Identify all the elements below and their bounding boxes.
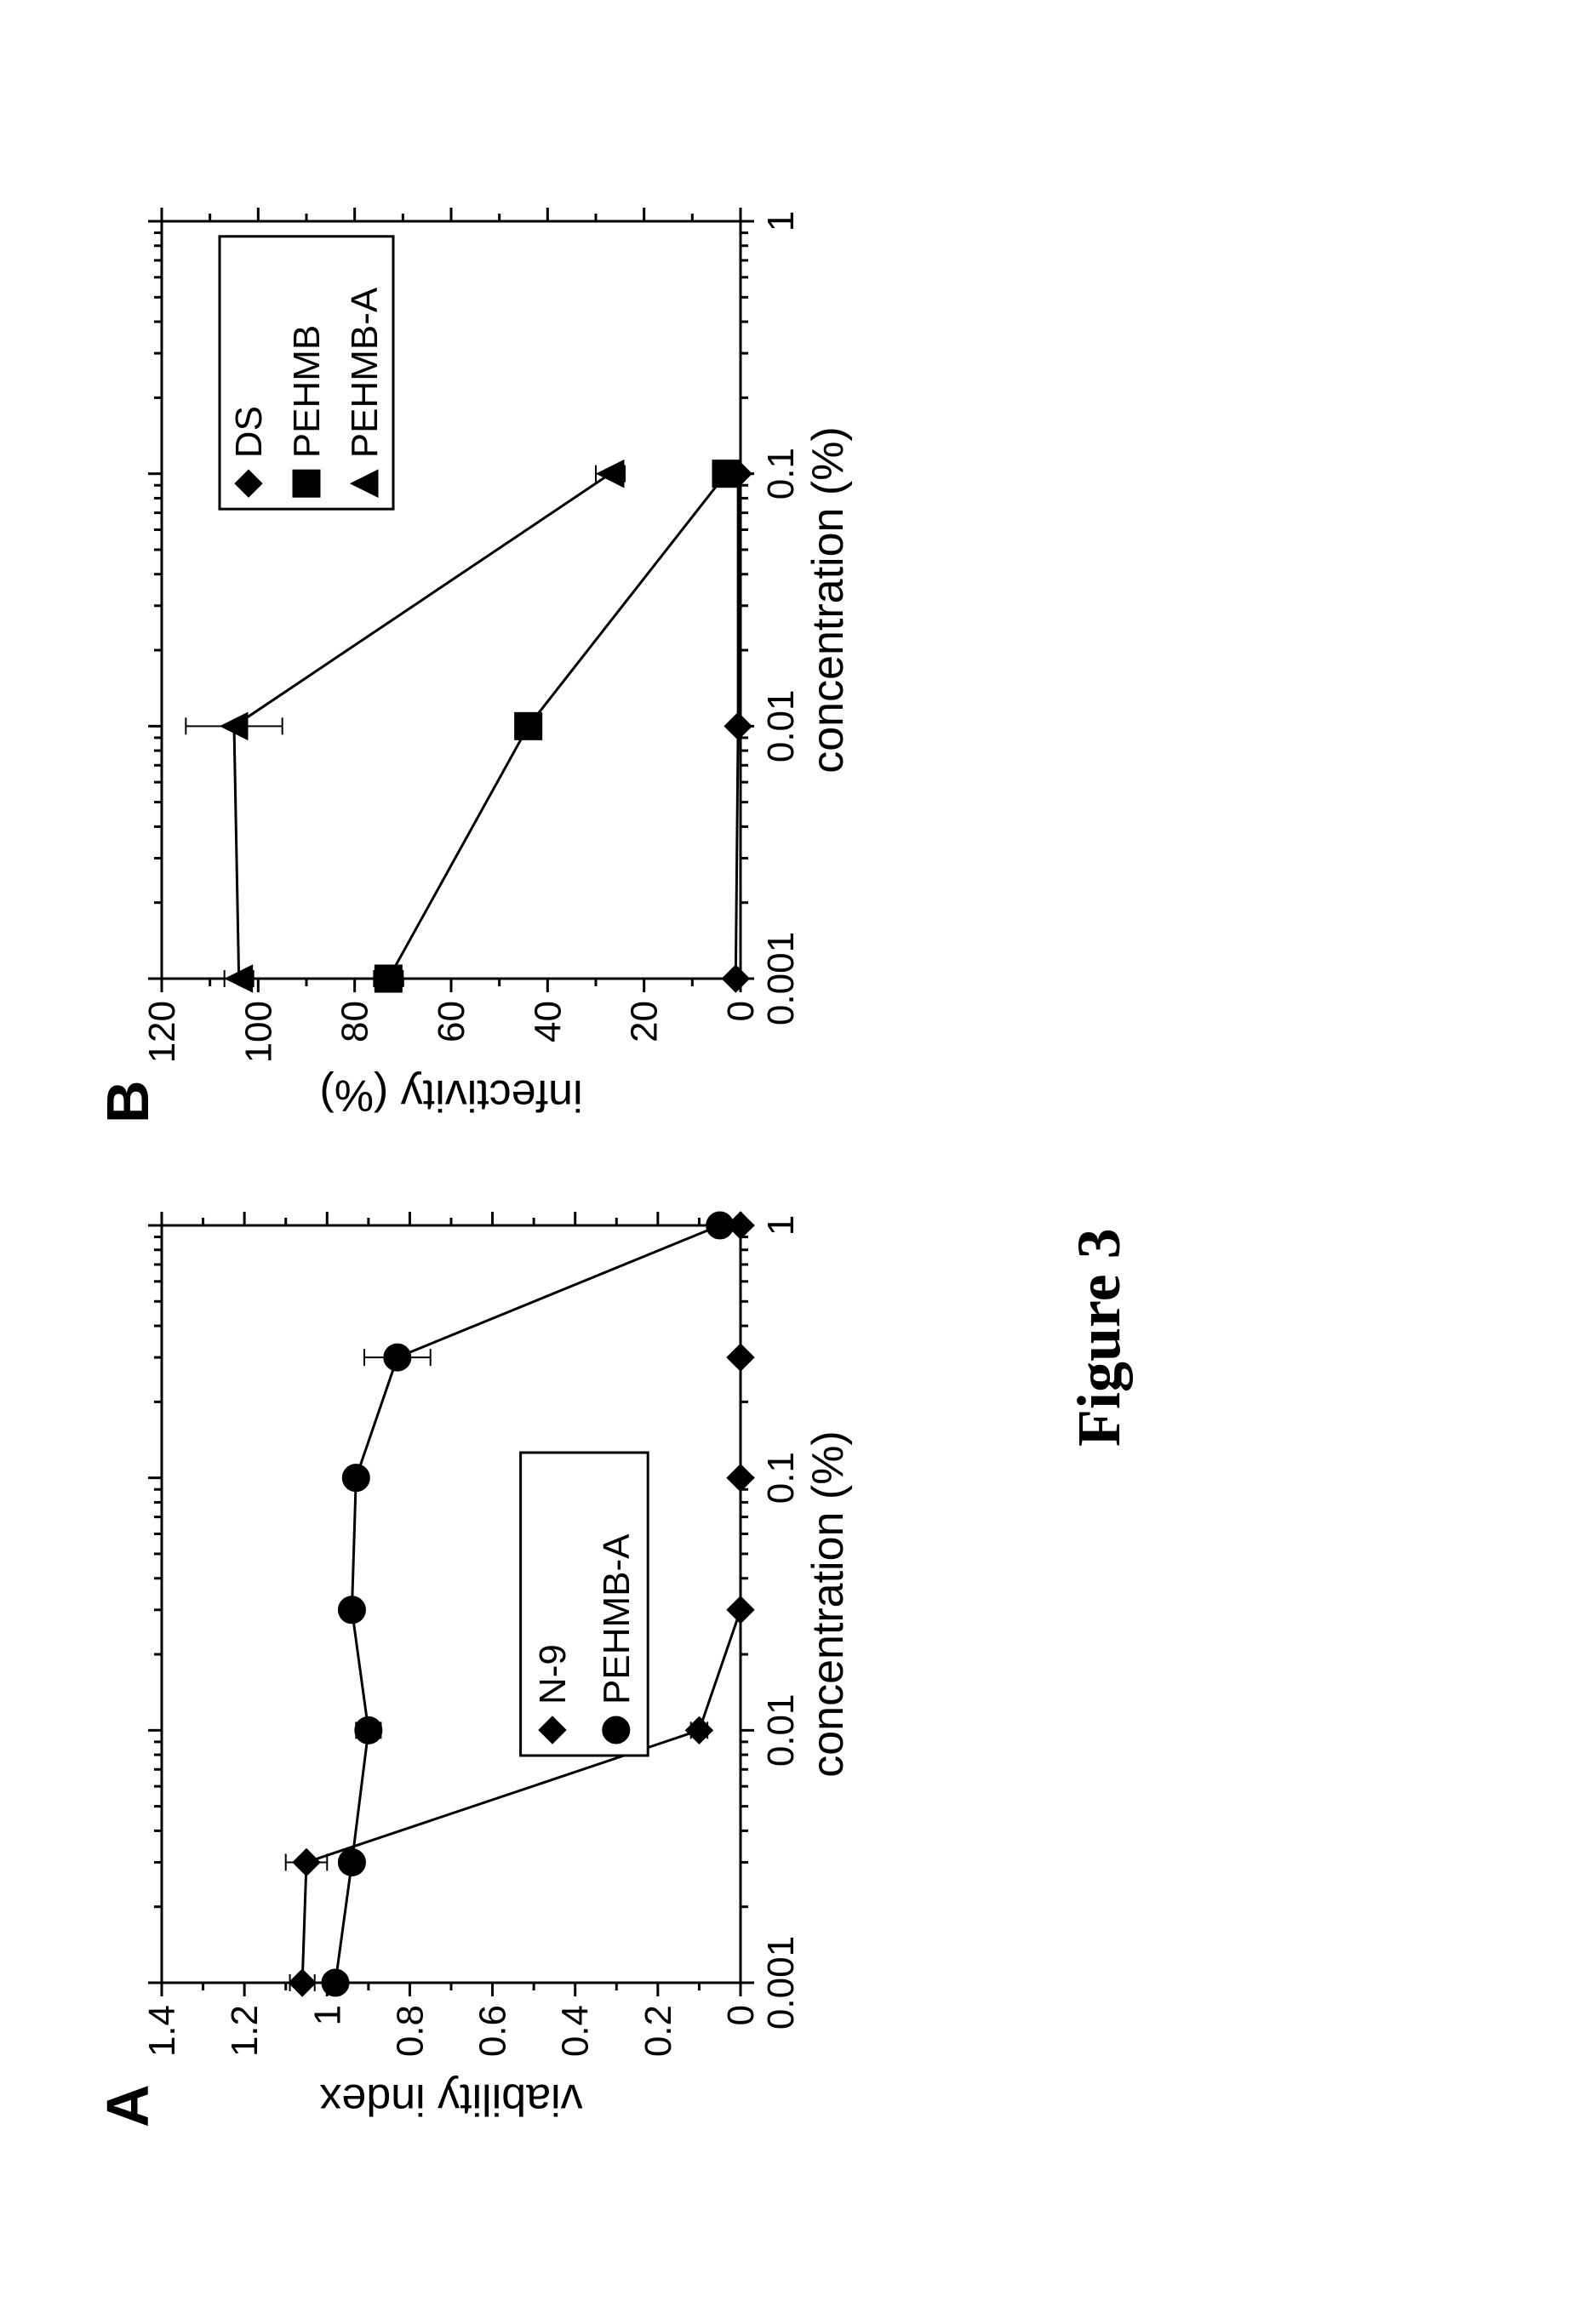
svg-text:0.1: 0.1	[760, 1452, 802, 1504]
svg-text:0.01: 0.01	[760, 690, 802, 763]
svg-text:0.2: 0.2	[638, 2005, 679, 2057]
charts-row: A 00.20.40.60.811.21.40.0010.010.11conce…	[111, 170, 1473, 2127]
svg-text:PEHMB-A: PEHMB-A	[596, 1533, 638, 1704]
panel-a-chart: 0 0.2 0.4 0.6 0.8 1 1.2 1.4 0.001 0.01 0.1 1 concent…	[111, 1191, 877, 2127]
svg-text:1: 1	[760, 211, 802, 231]
svg-text:1.4: 1.4	[141, 2005, 183, 2057]
svg-text:120: 120	[141, 1001, 183, 1063]
svg-text:N-9: N-9	[532, 1644, 574, 1704]
panel-a-wrap: A 00.20.40.60.811.21.40.0010.010.11conce…	[111, 1191, 877, 2127]
panel-b-wrap: B 0204060801001200.0010.010.11concentrat…	[111, 187, 877, 1123]
svg-text:concentration (%): concentration (%)	[804, 426, 853, 774]
svg-text:PEHMB: PEHMB	[286, 325, 328, 458]
svg-text:1: 1	[760, 1215, 802, 1236]
svg-text:0.4: 0.4	[555, 2005, 597, 2057]
svg-text:0.6: 0.6	[472, 2005, 514, 2057]
svg-text:infectivity (%): infectivity (%)	[319, 1071, 582, 1120]
svg-text:0.001: 0.001	[760, 1936, 802, 2030]
svg-text:0: 0	[720, 2005, 762, 2025]
panel-a-label: A	[94, 2084, 162, 2127]
figure-label: Figure 3	[1064, 1228, 1135, 1447]
svg-text:80: 80	[335, 1001, 376, 1042]
svg-text:0: 0	[720, 1001, 762, 1021]
svg-text:0.001: 0.001	[760, 932, 802, 1025]
svg-text:viability index: viability index	[319, 2075, 582, 2124]
page: A 0 0.2 0.4 0.6 0.8 1 1.2 1.4 0.001 0.01 0.1 1 conce…	[0, 0, 1590, 2324]
svg-text:0.8: 0.8	[389, 2005, 431, 2057]
svg-text:DS: DS	[228, 406, 270, 458]
svg-text:concentration (%): concentration (%)	[804, 1430, 853, 1778]
panel-b-label: B	[94, 1080, 162, 1123]
svg-text:40: 40	[527, 1001, 569, 1042]
svg-text:100: 100	[237, 1001, 279, 1063]
svg-text:1.2: 1.2	[224, 2005, 266, 2057]
svg-text:0.01: 0.01	[760, 1694, 802, 1767]
svg-text:60: 60	[431, 1001, 472, 1042]
panel-b-chart: 0 20 40 60 80 100 120 0.001 0.01 0.1 1 concentratio…	[111, 187, 877, 1123]
svg-text:20: 20	[624, 1001, 666, 1042]
svg-text:0.1: 0.1	[760, 448, 802, 500]
svg-text:1: 1	[306, 2005, 348, 2025]
svg-text:PEHMB-A: PEHMB-A	[344, 287, 386, 458]
